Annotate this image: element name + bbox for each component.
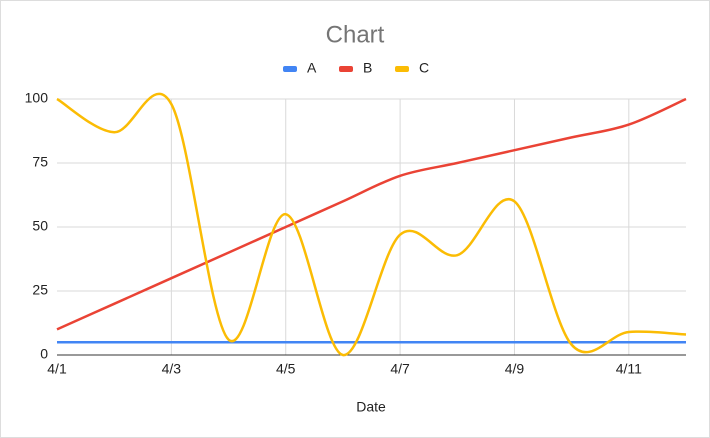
chart-title: Chart [326, 21, 385, 48]
x-tick-label: 4/9 [505, 361, 525, 377]
y-tick-label: 75 [32, 154, 48, 170]
legend-label: B [363, 60, 372, 76]
y-tick-label: 50 [32, 218, 48, 234]
y-tick-label: 25 [32, 282, 48, 298]
legend-marker [395, 66, 409, 72]
line-series [56, 92, 687, 357]
x-tick-label: 4/11 [616, 361, 642, 377]
x-tick-label: 4/3 [162, 361, 182, 377]
x-tick-label: 4/7 [390, 361, 410, 377]
line-series [56, 97, 687, 331]
y-tick-label: 100 [25, 90, 49, 106]
x-axis-label: Date [356, 399, 386, 415]
legend-marker [339, 66, 353, 72]
y-tick-label: 0 [40, 346, 48, 362]
legend-marker [283, 66, 297, 72]
legend-label: A [307, 60, 317, 76]
legend-label: C [419, 60, 429, 76]
x-tick-label: 4/5 [276, 361, 296, 377]
x-tick-label: 4/1 [47, 361, 67, 377]
